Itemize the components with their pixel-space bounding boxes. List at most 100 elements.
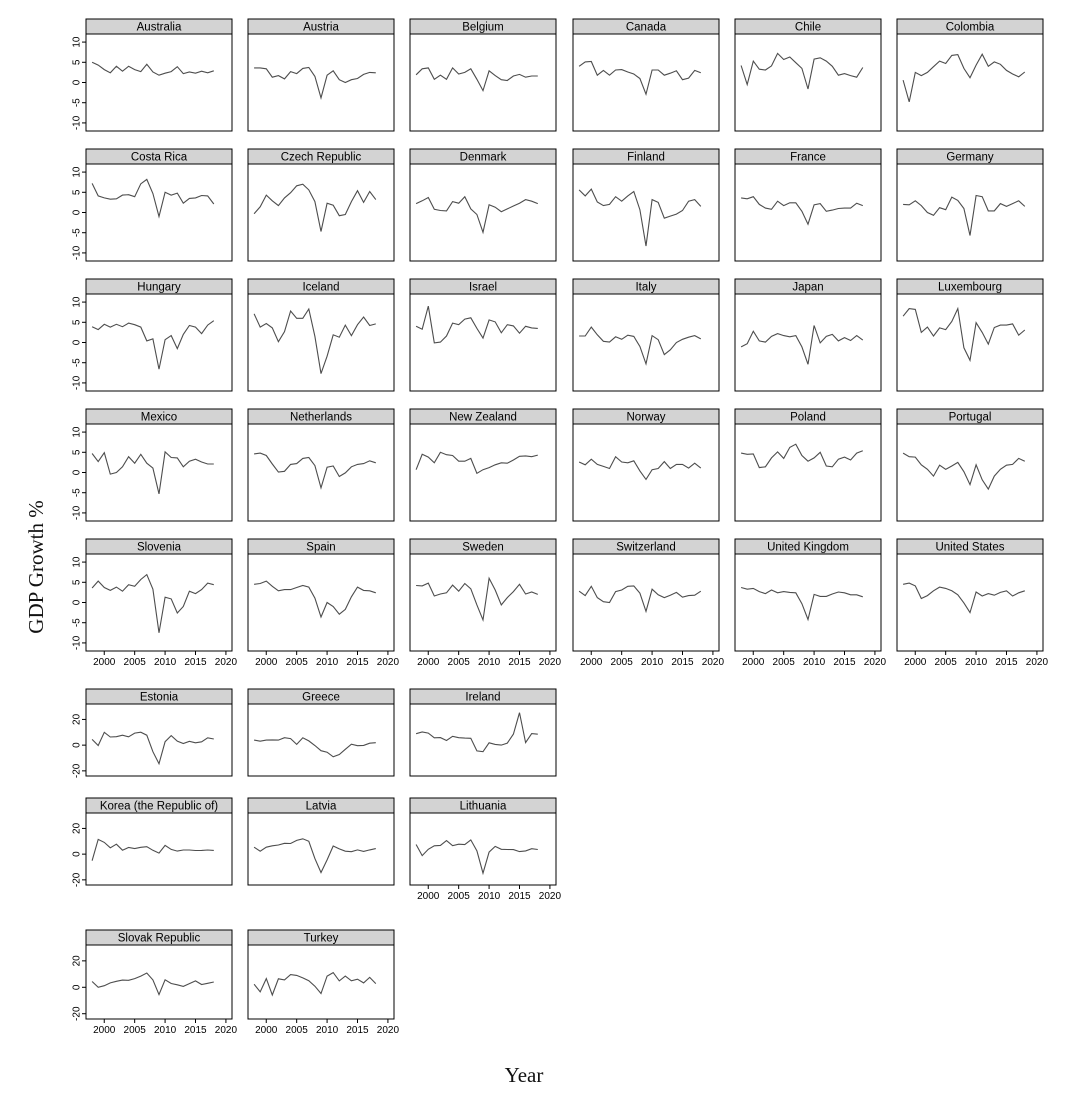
series-line-latvia (253, 838, 376, 874)
y-tick-label: 20 (72, 713, 83, 725)
y-tick-label: 10 (72, 426, 83, 438)
y-axis-label: GDP Growth % (24, 500, 48, 633)
panel-czech-republic: Czech Republic (247, 148, 395, 262)
series-line-finland (578, 188, 702, 247)
panel-new-zealand: New Zealand (409, 408, 557, 522)
y-tick-label: -20 (72, 1006, 83, 1021)
x-tick-label: 2010 (316, 657, 339, 668)
panel-finland: Finland (572, 148, 720, 262)
x-axis-label: Year (505, 1063, 544, 1087)
panel-frame (572, 423, 720, 522)
panel-frame (572, 293, 720, 392)
series-line-poland (740, 443, 864, 469)
x-tick-label: 2005 (124, 657, 147, 668)
panel-united-kingdom: United Kingdom 2000 2005 2010 2015 2020 (734, 538, 886, 668)
panel-japan: Japan (734, 278, 882, 392)
panel-grid: Australia 10 5 0 -5 -10 Austria Belgium Canada Ch… (72, 18, 1048, 1036)
y-tick-label: 10 (72, 556, 83, 568)
panel-title: Colombia (946, 22, 995, 34)
panel-title: Israel (469, 282, 497, 294)
y-tick-label: -10 (72, 635, 83, 650)
series-line-germany (903, 194, 1026, 236)
panel-switzerland: Switzerland 2000 2005 2010 2015 2020 (572, 538, 725, 668)
panel-title: Slovenia (137, 542, 182, 554)
x-tick-label: 2005 (448, 891, 471, 902)
panel-title: Korea (the Republic of) (100, 801, 218, 813)
series-line-norway (578, 455, 702, 481)
series-line-france (741, 196, 864, 226)
x-tick-label: 2015 (508, 891, 531, 902)
series-line-luxembourg (902, 306, 1026, 363)
y-tick-label: 5 (72, 449, 83, 455)
series-line-belgium (415, 66, 538, 93)
y-tick-label: 5 (72, 189, 83, 195)
panel-norway: Norway (572, 408, 720, 522)
series-line-turkey (253, 971, 377, 997)
series-line-chile (740, 52, 864, 90)
y-tick-label: 10 (72, 296, 83, 308)
panel-title: Portugal (949, 412, 992, 424)
panel-title: Slovak Republic (118, 933, 201, 945)
x-tick-label: 2020 (702, 657, 725, 668)
y-tick-label: 10 (72, 166, 83, 178)
panel-title: Spain (306, 542, 335, 554)
series-line-lithuania (415, 839, 538, 876)
panel-title: United Kingdom (767, 542, 849, 554)
series-line-israel (415, 305, 538, 344)
panel-canada: Canada (572, 18, 720, 132)
x-tick-label: 2000 (580, 657, 603, 668)
panel-title: Lithuania (460, 801, 507, 813)
x-tick-label: 2000 (417, 657, 440, 668)
series-line-united-kingdom (740, 586, 863, 622)
series-line-ireland (415, 712, 538, 753)
panel-frame (409, 812, 557, 886)
x-tick-label: 2015 (184, 1025, 207, 1036)
x-tick-label: 2010 (478, 891, 501, 902)
panel-frame (85, 553, 233, 652)
y-tick-label: 20 (72, 955, 83, 967)
series-line-switzerland (578, 585, 702, 614)
y-tick-label: 20 (72, 822, 83, 834)
x-tick-label: 2015 (508, 657, 531, 668)
panel-iceland: Iceland (247, 278, 395, 392)
y-tick-label: 0 (72, 339, 83, 345)
panel-germany: Germany (896, 148, 1044, 262)
panel-title: Belgium (462, 22, 504, 34)
panel-frame (85, 703, 233, 777)
panel-chile: Chile (734, 18, 882, 132)
series-line-estonia (91, 731, 214, 766)
y-tick-label: -10 (72, 375, 83, 390)
series-line-canada (578, 60, 702, 97)
y-tick-label: -10 (72, 245, 83, 260)
panel-italy: Italy (572, 278, 720, 392)
panel-title: Mexico (141, 412, 177, 424)
x-tick-label: 2020 (215, 657, 238, 668)
panel-frame (85, 423, 233, 522)
panel-australia: Australia 10 5 0 -5 -10 (72, 18, 233, 132)
series-line-slovak-republic (91, 972, 214, 997)
panel-title: Hungary (137, 282, 181, 294)
panel-frame (247, 163, 395, 262)
panel-hungary: Hungary 10 5 0 -5 -10 (72, 278, 233, 392)
x-tick-label: 2005 (286, 1025, 309, 1036)
y-tick-label: 0 (72, 984, 83, 990)
panel-title: Netherlands (290, 412, 352, 424)
y-tick-label: -10 (72, 115, 83, 130)
panel-frame (734, 33, 882, 132)
x-tick-label: 2015 (833, 657, 856, 668)
panel-latvia: Latvia (247, 797, 395, 886)
y-tick-label: -5 (72, 618, 83, 627)
panel-title: Poland (790, 412, 826, 424)
series-line-australia (91, 61, 214, 76)
series-line-japan (740, 325, 864, 365)
y-tick-label: -20 (72, 872, 83, 887)
panel-title: Denmark (460, 152, 507, 164)
panel-poland: Poland (734, 408, 882, 522)
panel-title: Italy (635, 282, 656, 294)
panel-frame (896, 553, 1044, 652)
panel-frame (85, 293, 233, 392)
panel-title: Luxembourg (938, 282, 1002, 294)
panel-korea-the-republic-of: Korea (the Republic of) 20 0 -20 (72, 797, 233, 887)
x-tick-label: 2015 (346, 657, 369, 668)
y-tick-label: -5 (72, 98, 83, 107)
